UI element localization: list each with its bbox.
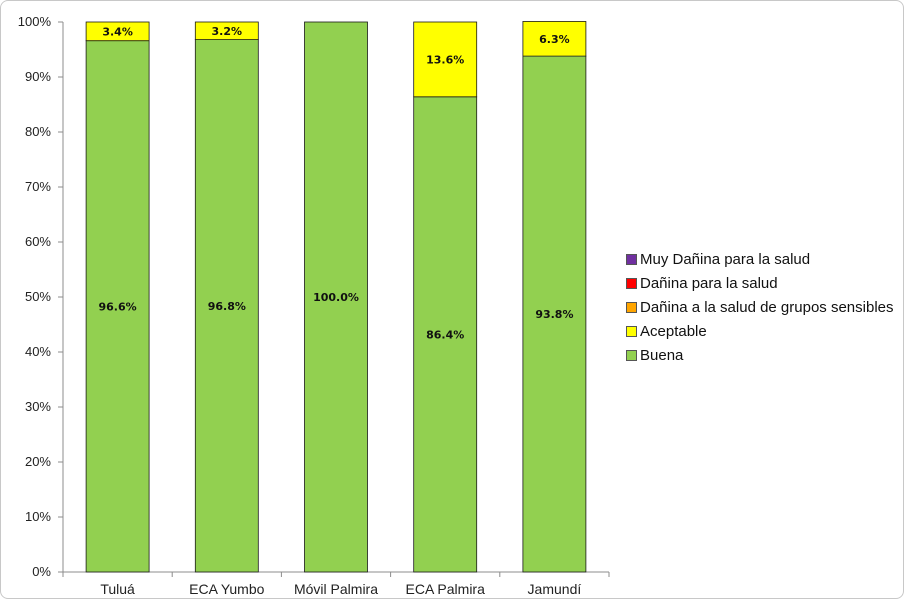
y-tick-label: 20% xyxy=(25,454,51,469)
data-label: 100.0% xyxy=(313,291,359,304)
bars xyxy=(85,21,587,573)
legend-label-muy-danina: Muy Dañina para la salud xyxy=(640,250,811,268)
legend-item-danina: Dañina para la salud xyxy=(626,271,906,295)
x-category-label: ECA Yumbo xyxy=(189,581,264,597)
y-tick-label: 10% xyxy=(25,509,51,524)
data-label: 93.8% xyxy=(535,308,573,321)
legend-item-aceptable: Aceptable xyxy=(626,319,906,343)
legend-swatch-buena xyxy=(626,349,637,361)
data-label: 96.8% xyxy=(208,300,246,313)
legend-label-buena: Buena xyxy=(640,346,684,364)
bar-segment-buena-3 xyxy=(413,96,478,573)
y-tick-label: 30% xyxy=(25,399,51,414)
y-tick-label: 0% xyxy=(32,564,51,579)
bar-segment-buena-2 xyxy=(304,21,368,573)
legend: Muy Dañina para la salud Dañina para la … xyxy=(626,247,906,367)
legend-item-grupos-sensibles: Dañina a la salud de grupos sensibles xyxy=(626,295,906,319)
data-label: 13.6% xyxy=(426,53,464,66)
legend-label-aceptable: Aceptable xyxy=(640,322,707,340)
x-category-label: Móvil Palmira xyxy=(294,581,378,597)
bar-segment-buena-4 xyxy=(522,55,587,573)
data-labels: 96.6% 3.4% 96.8% 3.2% 100.0% 86.4% 13.6% 93.8% 6… xyxy=(99,25,574,342)
y-tick-label: 80% xyxy=(25,124,51,139)
y-tick-label: 50% xyxy=(25,289,51,304)
bar-segment-buena-0 xyxy=(85,40,150,573)
x-category-label: Jamundí xyxy=(528,581,582,597)
legend-item-muy-danina: Muy Dañina para la salud xyxy=(626,247,906,271)
data-label: 86.4% xyxy=(426,328,464,341)
legend-item-buena: Buena xyxy=(626,343,906,367)
y-tick-label: 70% xyxy=(25,179,51,194)
data-label: 3.4% xyxy=(102,25,133,38)
data-label: 3.2% xyxy=(212,25,243,38)
y-tick-label: 60% xyxy=(25,234,51,249)
x-category-label: ECA Palmira xyxy=(406,581,486,597)
data-label: 96.6% xyxy=(99,300,137,313)
data-label: 6.3% xyxy=(539,33,570,46)
bar-segment-aceptable-0 xyxy=(85,21,150,42)
bar-segment-aceptable-4 xyxy=(522,21,587,57)
legend-label-danina: Dañina para la salud xyxy=(640,274,778,292)
x-category-label: Tuluá xyxy=(100,581,135,597)
axes: 0% 10% 20% 30% 40% 50% 60% 70% 80% 90% 100% Tuluá EC… xyxy=(18,14,610,597)
bar-segment-aceptable-3 xyxy=(413,21,478,98)
legend-swatch-grupos-sensibles xyxy=(626,301,637,313)
legend-swatch-danina xyxy=(626,277,637,289)
y-tick-label: 90% xyxy=(25,69,51,84)
y-tick-label: 40% xyxy=(25,344,51,359)
legend-swatch-aceptable xyxy=(626,325,637,337)
bar-segment-aceptable-1 xyxy=(194,21,259,41)
bar-segment-buena-1 xyxy=(194,39,259,573)
legend-label-grupos-sensibles: Dañina a la salud de grupos sensibles xyxy=(640,298,894,316)
legend-swatch-muy-danina xyxy=(626,253,637,265)
y-tick-label: 100% xyxy=(18,14,52,29)
